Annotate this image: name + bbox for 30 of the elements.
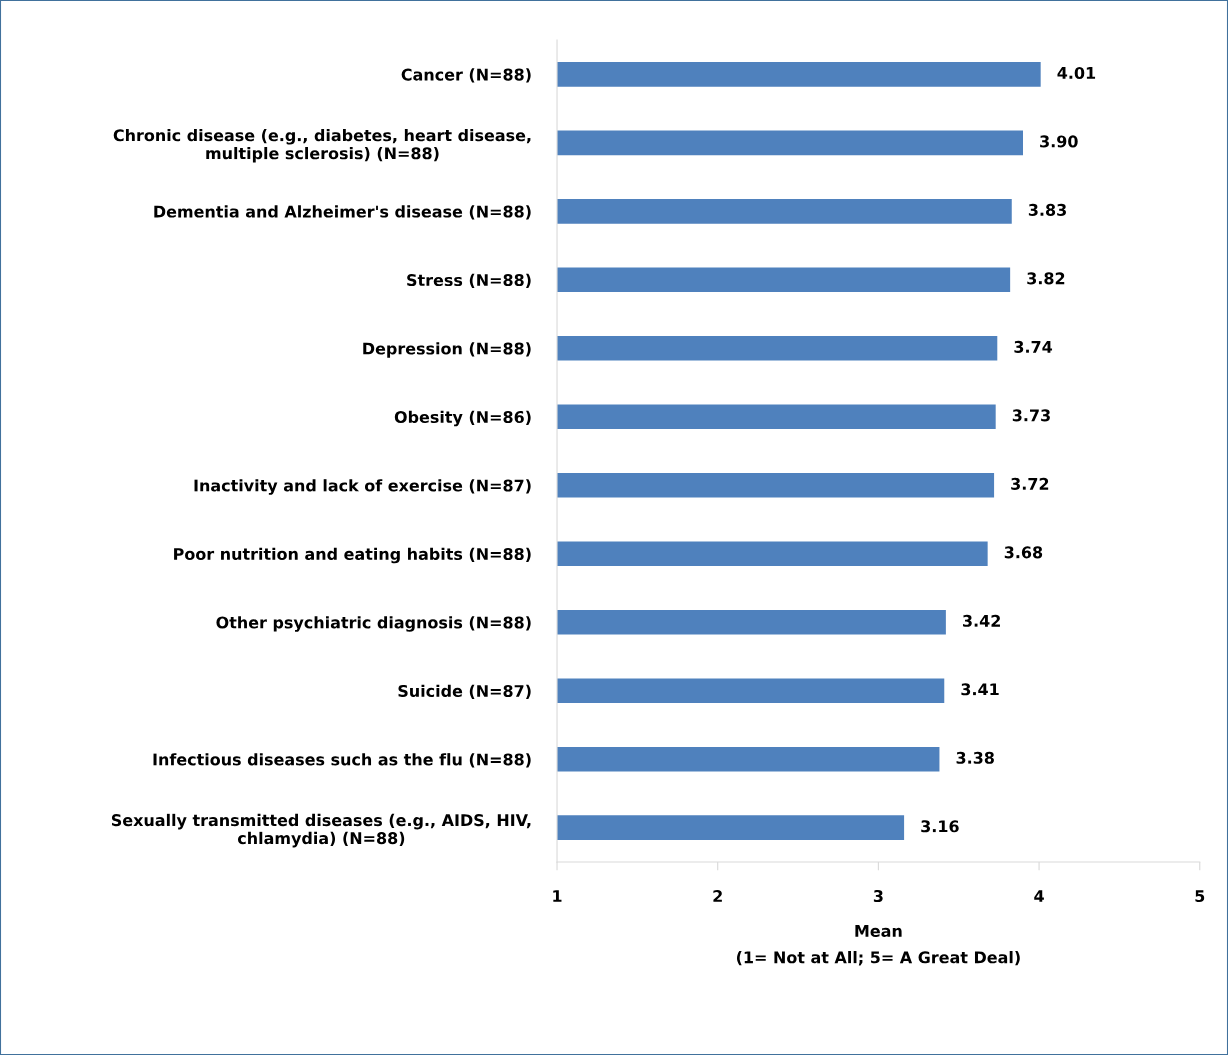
data-label: 3.90 — [1040, 135, 1078, 148]
y-tick-label: Stress (N=88) — [407, 273, 531, 288]
x-tick-label: 2 — [713, 889, 722, 902]
x-tick-label: 4 — [1034, 890, 1044, 902]
y-tick-label: Dementia and Alzheimer's disease (N=88) — [154, 205, 531, 220]
data-label: 4.01 — [1057, 66, 1096, 79]
data-label: 3.72 — [1011, 477, 1049, 490]
data-label: 3.73 — [1012, 409, 1050, 422]
data-label: 3.83 — [1028, 203, 1066, 216]
y-tick-label: Chronic disease (e.g., diabetes, heart disease, multiple sclerosis) (N=88) — [113, 128, 531, 163]
x-tick-label: 3 — [873, 889, 883, 903]
data-label: 3.16 — [921, 820, 959, 833]
y-tick-label: Suicide (N=87) — [398, 684, 531, 699]
y-tick-label: Depression (N=88) — [363, 342, 531, 358]
y-tick-label: Infectious diseases such as the flu (N=88) — [153, 753, 531, 768]
y-tick-label: Inactivity and lack of exercise (N=87) — [194, 479, 531, 495]
y-tick-label: Sexually transmitted diseases (e.g., AIDS, HIV, chlamydia) (N=88) — [111, 813, 531, 848]
x-tick-label: 1 — [553, 890, 562, 902]
data-label: 3.38 — [956, 751, 994, 764]
y-tick-label: Other psychiatric diagnosis (N=88) — [216, 616, 531, 632]
y-tick-label: Obesity (N=86) — [394, 410, 531, 427]
data-label: 3.42 — [963, 614, 1000, 627]
x-axis-title: Mean (1= Not at All; 5= A Great Deal) — [736, 925, 1020, 966]
x-tick-label: 5 — [1195, 890, 1205, 903]
y-tick-label: Poor nutrition and eating habits (N=88) — [174, 547, 531, 564]
data-label: 3.82 — [1027, 272, 1065, 285]
data-label: 3.41 — [961, 683, 999, 696]
y-tick-label: Cancer (N=88) — [401, 68, 531, 83]
data-label: 3.74 — [1014, 340, 1053, 353]
data-label: 3.68 — [1004, 546, 1043, 559]
